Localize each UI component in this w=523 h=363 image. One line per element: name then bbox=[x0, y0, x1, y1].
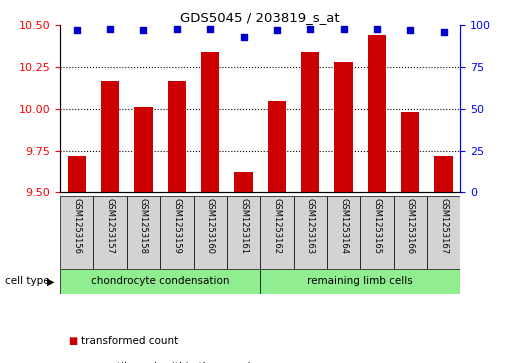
Bar bbox=[327, 196, 360, 269]
Bar bbox=[301, 52, 320, 192]
Bar bbox=[168, 81, 186, 192]
Point bbox=[306, 26, 314, 32]
Bar bbox=[101, 81, 119, 192]
Text: GSM1253166: GSM1253166 bbox=[406, 198, 415, 254]
Bar bbox=[134, 107, 153, 192]
Title: GDS5045 / 203819_s_at: GDS5045 / 203819_s_at bbox=[180, 11, 340, 24]
Bar bbox=[160, 196, 194, 269]
Point bbox=[240, 34, 248, 40]
Bar bbox=[60, 196, 94, 269]
Bar bbox=[67, 156, 86, 192]
Text: ■: ■ bbox=[68, 336, 77, 346]
Text: ■: ■ bbox=[68, 362, 77, 363]
Point bbox=[73, 28, 81, 33]
Text: GSM1253164: GSM1253164 bbox=[339, 198, 348, 254]
Bar bbox=[260, 196, 293, 269]
Bar bbox=[234, 172, 253, 192]
Point bbox=[106, 26, 115, 32]
Bar bbox=[127, 196, 160, 269]
Text: chondrocyte condensation: chondrocyte condensation bbox=[91, 276, 230, 286]
Bar bbox=[201, 52, 219, 192]
Text: transformed count: transformed count bbox=[81, 336, 178, 346]
Bar bbox=[194, 196, 227, 269]
Point bbox=[439, 29, 448, 35]
Point bbox=[339, 26, 348, 32]
Bar bbox=[401, 112, 419, 192]
Bar bbox=[293, 196, 327, 269]
Bar bbox=[60, 269, 260, 294]
Text: GSM1253156: GSM1253156 bbox=[72, 198, 81, 254]
Point bbox=[173, 26, 181, 32]
Bar bbox=[368, 36, 386, 192]
Text: GSM1253167: GSM1253167 bbox=[439, 198, 448, 254]
Text: GSM1253161: GSM1253161 bbox=[239, 198, 248, 254]
Bar bbox=[227, 196, 260, 269]
Bar bbox=[394, 196, 427, 269]
Bar bbox=[427, 196, 460, 269]
Text: GSM1253162: GSM1253162 bbox=[272, 198, 281, 254]
Point bbox=[373, 26, 381, 32]
Text: ▶: ▶ bbox=[47, 276, 54, 286]
Point bbox=[272, 28, 281, 33]
Bar bbox=[94, 196, 127, 269]
Point bbox=[406, 28, 414, 33]
Text: GSM1253158: GSM1253158 bbox=[139, 198, 148, 254]
Text: remaining limb cells: remaining limb cells bbox=[308, 276, 413, 286]
Text: GSM1253160: GSM1253160 bbox=[206, 198, 214, 254]
Bar bbox=[334, 62, 353, 192]
Text: cell type: cell type bbox=[5, 276, 50, 286]
Bar bbox=[360, 196, 393, 269]
Bar bbox=[260, 269, 460, 294]
Text: GSM1253163: GSM1253163 bbox=[306, 198, 315, 254]
Text: GSM1253165: GSM1253165 bbox=[372, 198, 381, 254]
Text: percentile rank within the sample: percentile rank within the sample bbox=[81, 362, 257, 363]
Point bbox=[139, 28, 147, 33]
Bar bbox=[435, 156, 453, 192]
Bar bbox=[268, 101, 286, 192]
Text: GSM1253159: GSM1253159 bbox=[173, 198, 181, 254]
Text: GSM1253157: GSM1253157 bbox=[106, 198, 115, 254]
Point bbox=[206, 26, 214, 32]
